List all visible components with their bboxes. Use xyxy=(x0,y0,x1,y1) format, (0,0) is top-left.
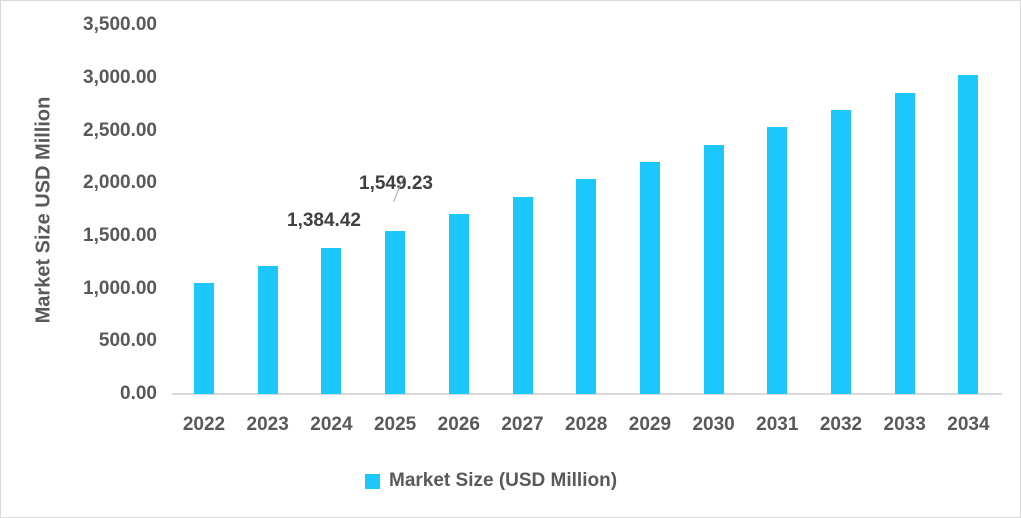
x-tick-label: 2024 xyxy=(310,414,353,435)
y-tick-label: 3,000.00 xyxy=(83,67,157,88)
data-label-2025: 1,549.23 xyxy=(359,173,433,194)
x-tick-label: 2027 xyxy=(501,414,544,435)
bar-2024 xyxy=(321,248,342,394)
x-tick-label: 2029 xyxy=(628,414,672,435)
x-axis-line xyxy=(172,393,1002,395)
x-tick-label: 2028 xyxy=(565,414,608,435)
bar-2034 xyxy=(958,75,979,394)
legend-label: Market Size (USD Million) xyxy=(389,470,618,491)
legend-swatch xyxy=(365,473,380,489)
y-tick-label: 3,500.00 xyxy=(83,14,157,36)
bar-2031 xyxy=(767,127,788,394)
y-tick-label: 2,500.00 xyxy=(83,119,157,141)
bar-2025 xyxy=(385,230,406,394)
x-tick-label: 2026 xyxy=(437,414,480,435)
x-tick-label: 2030 xyxy=(692,414,735,435)
legend: Market Size (USD Million) xyxy=(365,470,617,492)
x-tick-label: 2032 xyxy=(819,414,863,435)
bar-2026 xyxy=(448,214,469,394)
x-tick-label: 2022 xyxy=(182,414,226,435)
x-tick-label: 2025 xyxy=(373,414,417,435)
y-tick-label: 500.00 xyxy=(98,330,157,352)
bar-2032 xyxy=(831,110,851,394)
x-tick-label: 2031 xyxy=(756,414,799,435)
y-tick-label: 2,000.00 xyxy=(83,172,157,194)
bar-2029 xyxy=(639,162,660,394)
x-tick-label: 2023 xyxy=(246,414,289,435)
y-tick-label: 1,000.00 xyxy=(83,277,157,299)
bar-2027 xyxy=(512,197,533,394)
y-tick-label: 1,500.00 xyxy=(83,225,157,246)
bar-2033 xyxy=(894,93,915,394)
bar-2023 xyxy=(257,266,278,394)
y-axis-title: Market Size USD Million xyxy=(32,96,55,324)
x-tick-label: 2033 xyxy=(883,414,926,435)
bar-2022 xyxy=(194,283,214,394)
bar-2030 xyxy=(703,145,724,394)
bar-2028 xyxy=(576,179,597,394)
y-tick-label: 0.00 xyxy=(120,383,157,404)
data-label-2024: 1,384.42 xyxy=(287,210,361,231)
x-tick-label: 2034 xyxy=(947,414,990,435)
